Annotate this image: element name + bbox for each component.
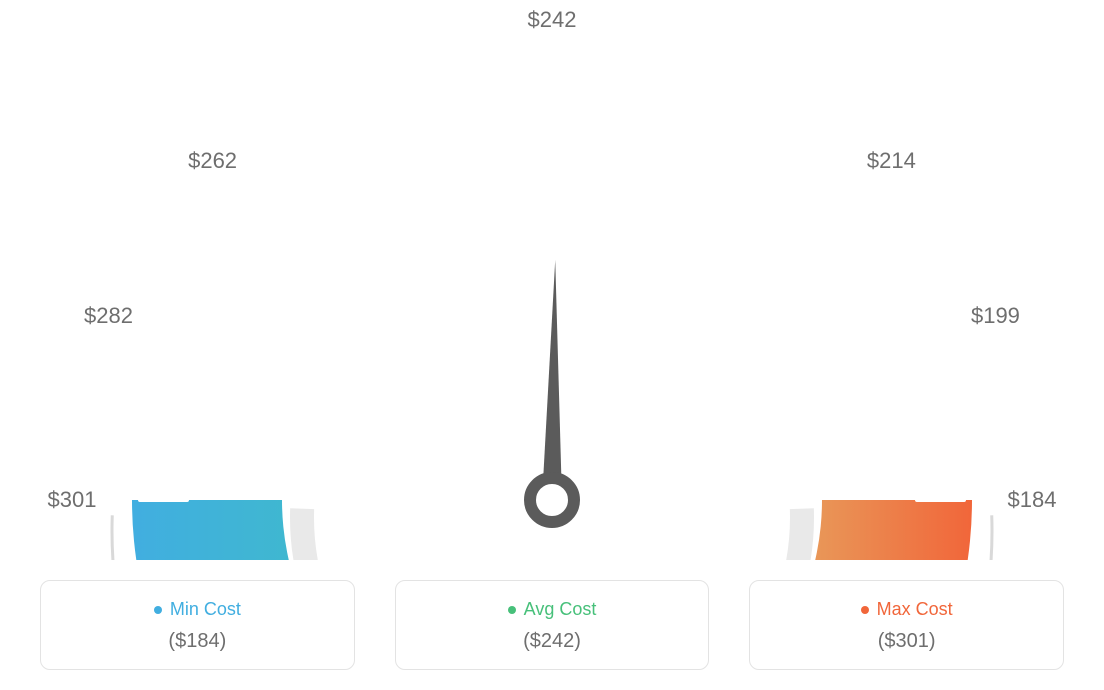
- gauge-svg: [0, 0, 1104, 560]
- legend-card-max: Max Cost ($301): [749, 580, 1064, 670]
- legend-value-min: ($184): [51, 630, 344, 653]
- legend-row: Min Cost ($184) Avg Cost ($242) Max Cost…: [0, 580, 1104, 670]
- legend-label-max: Max Cost: [861, 599, 953, 620]
- legend-label-avg: Avg Cost: [508, 599, 597, 620]
- gauge-tick-label: $199: [971, 303, 1020, 329]
- legend-card-avg: Avg Cost ($242): [395, 580, 710, 670]
- gauge-tick-label: $262: [188, 148, 237, 174]
- gauge-tick-label: $184: [1008, 487, 1057, 513]
- legend-label-min-text: Min Cost: [170, 599, 241, 620]
- legend-label-avg-text: Avg Cost: [524, 599, 597, 620]
- gauge-tick-label: $214: [867, 148, 916, 174]
- gauge-tick-label: $301: [48, 487, 97, 513]
- legend-card-min: Min Cost ($184): [40, 580, 355, 670]
- legend-dot-avg: [508, 606, 516, 614]
- legend-value-max: ($301): [760, 630, 1053, 653]
- legend-value-avg: ($242): [406, 630, 699, 653]
- gauge-chart: $184 $199 $214 $242 $262 $282 $301: [0, 0, 1104, 560]
- legend-label-min: Min Cost: [154, 599, 241, 620]
- legend-dot-max: [861, 606, 869, 614]
- legend-label-max-text: Max Cost: [877, 599, 953, 620]
- gauge-tick-label: $282: [84, 303, 133, 329]
- legend-dot-min: [154, 606, 162, 614]
- gauge-tick-label: $242: [528, 7, 577, 33]
